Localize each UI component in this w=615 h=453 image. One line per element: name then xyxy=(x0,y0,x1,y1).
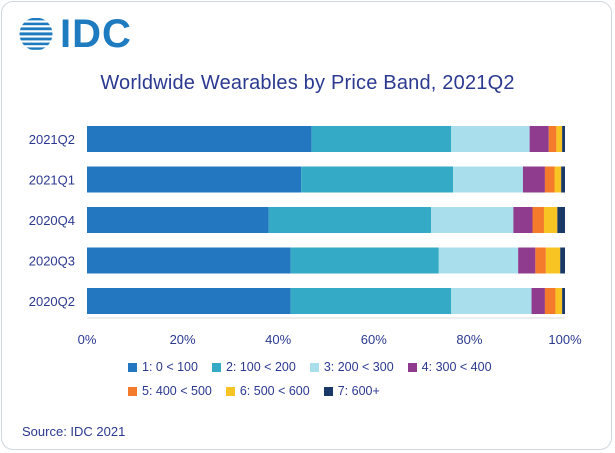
legend-label: 6: 500 < 600 xyxy=(239,384,310,398)
bar-segment-2021Q1-s1 xyxy=(87,166,302,193)
legend-item: 3: 200 < 300 xyxy=(309,360,394,374)
bar-segment-2021Q2-s6 xyxy=(556,126,563,152)
legend-swatch xyxy=(407,362,417,372)
legend-label: 4: 300 < 400 xyxy=(421,360,492,374)
x-tick-label: 20% xyxy=(170,332,196,347)
bar-segment-2021Q1-s7 xyxy=(561,166,565,193)
bar-segment-2020Q4-s5 xyxy=(532,207,544,233)
legend-item: 4: 300 < 400 xyxy=(407,360,492,374)
legend-item: 2: 100 < 200 xyxy=(211,360,296,374)
legend-swatch xyxy=(128,386,137,396)
legend-label: 5: 400 < 500 xyxy=(142,384,212,398)
bar-segment-2020Q2-s3 xyxy=(451,288,532,314)
x-tick-label: 100% xyxy=(548,332,582,347)
bar-segment-2020Q4-s4 xyxy=(513,207,533,233)
x-tick-label: 0% xyxy=(78,332,97,347)
chart-title: Worldwide Wearables by Price Band, 2021Q… xyxy=(100,72,515,94)
bar-segment-2020Q4-s3 xyxy=(431,207,514,233)
bar-segment-2020Q4-s2 xyxy=(268,207,432,233)
bar-segment-2021Q2-s2 xyxy=(311,126,452,152)
bar-segment-2020Q2-s1 xyxy=(87,288,291,314)
bar-segment-2020Q2-s7 xyxy=(562,288,565,314)
bar-segment-2021Q2-s1 xyxy=(87,126,312,152)
legend-row: 1: 0 < 100 2: 100 < 200 3: 200 < 300 4: 300… xyxy=(128,360,528,374)
category-label: 2020Q4 xyxy=(29,213,75,228)
bar-segment-2021Q1-s4 xyxy=(522,166,545,193)
bar-segment-2020Q3-s4 xyxy=(518,247,536,274)
bar-segment-2021Q1-s2 xyxy=(301,166,454,193)
legend-item: 6: 500 < 600 xyxy=(225,384,310,398)
idc-logo: IDC xyxy=(18,14,132,54)
legend-swatch xyxy=(211,362,221,372)
bar-segment-2020Q4-s7 xyxy=(557,207,565,233)
category-label: 2020Q2 xyxy=(29,294,75,309)
legend-swatch xyxy=(128,362,137,372)
bar-segment-2020Q3-s7 xyxy=(560,247,565,274)
bar-segment-2020Q3-s3 xyxy=(438,247,519,274)
legend-row: 5: 400 < 500 6: 500 < 600 7: 600+ xyxy=(128,384,528,398)
category-label: 2020Q3 xyxy=(29,254,75,269)
bar-segment-2021Q1-s5 xyxy=(544,166,555,193)
bar-segment-2021Q2-s4 xyxy=(529,126,549,152)
bar-segment-2020Q2-s2 xyxy=(290,288,452,314)
logo-text: IDC xyxy=(60,12,132,56)
legend-swatch xyxy=(225,386,235,396)
bar-segment-2020Q2-s4 xyxy=(531,288,545,314)
bar-segment-2021Q1-s3 xyxy=(453,166,523,193)
globe-icon xyxy=(19,18,53,50)
bar-segment-2021Q2-s3 xyxy=(451,126,530,152)
bar-segment-2020Q2-s5 xyxy=(544,288,556,314)
legend-swatch xyxy=(323,386,333,396)
category-label: 2021Q1 xyxy=(29,173,75,188)
category-label: 2021Q2 xyxy=(29,132,75,147)
legend-item: 7: 600+ xyxy=(323,384,380,398)
bar-segment-2020Q3-s1 xyxy=(87,247,291,274)
bar-segment-2020Q3-s6 xyxy=(545,247,561,274)
bar-segment-2020Q3-s5 xyxy=(535,247,546,274)
bar-segment-2020Q4-s6 xyxy=(543,207,558,233)
bar-segment-2020Q3-s2 xyxy=(290,247,439,274)
x-tick-label: 60% xyxy=(361,332,387,347)
x-tick-label: 80% xyxy=(456,332,482,347)
bar-segment-2020Q4-s1 xyxy=(87,207,269,233)
stacked-bar-chart: 2021Q2 2021Q1 2020Q4 2020Q3 2020Q2 0% 20% 40% 60… xyxy=(29,126,582,347)
legend-item: 1: 0 < 100 xyxy=(128,360,198,374)
legend-label: 3: 200 < 300 xyxy=(323,360,394,374)
legend-label: 2: 100 < 200 xyxy=(225,360,296,374)
source-note: Source: IDC 2021 xyxy=(22,424,126,439)
legend-label: 1: 0 < 100 xyxy=(142,360,198,374)
bar-segment-2020Q2-s6 xyxy=(555,288,563,314)
legend-label: 7: 600+ xyxy=(337,384,380,398)
bar-segment-2021Q1-s6 xyxy=(554,166,562,193)
bar-segment-2021Q2-s7 xyxy=(562,126,565,152)
legend-swatch xyxy=(309,362,319,372)
chart-legend: 1: 0 < 100 2: 100 < 200 3: 200 < 300 4: 300… xyxy=(128,360,528,408)
bar-segment-2021Q2-s5 xyxy=(548,126,557,152)
x-tick-label: 40% xyxy=(265,332,291,347)
legend-item: 5: 400 < 500 xyxy=(128,384,212,398)
